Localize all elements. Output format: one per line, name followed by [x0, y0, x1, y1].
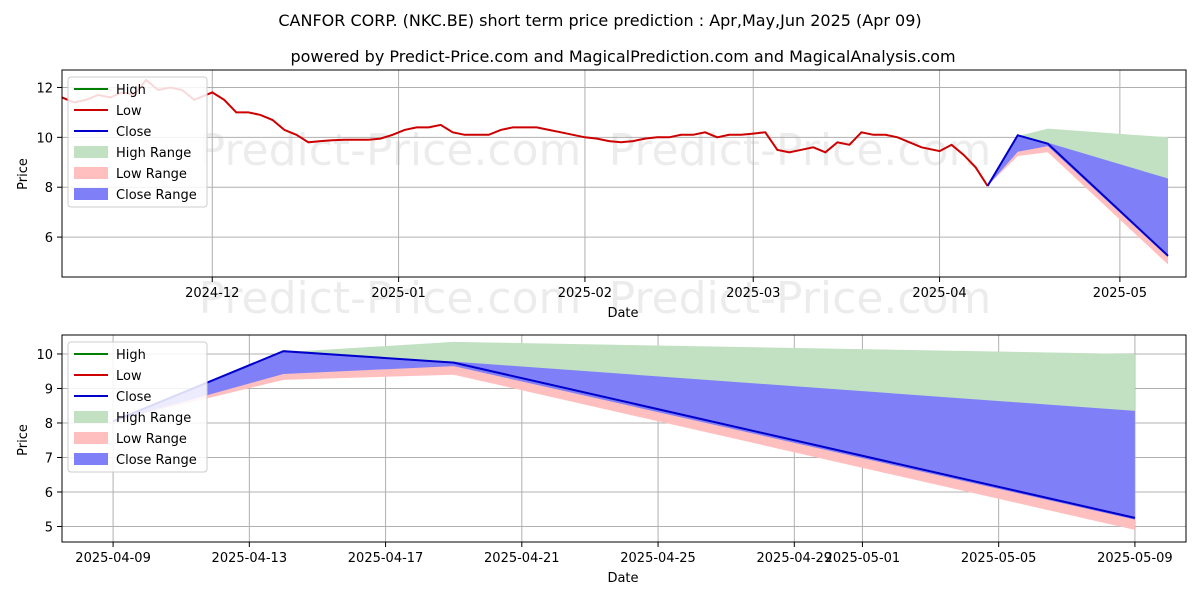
legend-close-range-label: Close Range — [116, 453, 197, 468]
legend-high-label: High — [116, 83, 146, 98]
y-tick-label: 10 — [36, 131, 53, 146]
legend-high-range-swatch — [74, 146, 108, 158]
bottom-axis-ticks: 2025-04-09 2025-04-13 2025-04-17 2025-04-21… — [36, 348, 1172, 566]
history-low-line — [61, 78, 989, 187]
legend-high-range-swatch — [74, 411, 108, 423]
legend-low-range-label: Low Range — [116, 432, 187, 447]
figure-title: CANFOR CORP. (NKC.BE) short term price p… — [278, 11, 921, 30]
bottom-x-axis-label: Date — [607, 571, 638, 586]
legend-high-label: High — [116, 348, 146, 363]
high-range-band — [113, 341, 1135, 518]
figure-subtitle: powered by Predict-Price.com and Magical… — [290, 47, 955, 66]
y-tick-label: 7 — [45, 451, 53, 466]
x-tick-label: 2024-12 — [185, 286, 239, 301]
watermark-text: Predict-Price.com — [199, 125, 582, 176]
x-tick-label: 2025-04-13 — [212, 551, 288, 566]
legend-close-range-label: Close Range — [116, 188, 197, 203]
close-range-band — [987, 136, 1168, 257]
legend-low-label: Low — [116, 369, 142, 384]
x-tick-label: 2025-01 — [371, 286, 425, 301]
x-tick-label: 2025-05-01 — [825, 551, 901, 566]
watermark-text: Predict-Price.com — [199, 273, 582, 324]
legend-close-label: Close — [116, 125, 151, 140]
x-tick-label: 2025-04-09 — [75, 551, 151, 566]
top-axis-ticks: 2024-12 2025-01 2025-02 2025-03 2025-04 2025-… — [36, 81, 1147, 301]
close-range-band — [113, 352, 1135, 520]
y-tick-label: 12 — [36, 81, 53, 96]
legend-low-range-swatch — [74, 432, 108, 444]
top-gridlines — [62, 70, 1186, 277]
top-plot-frame — [61, 69, 1187, 278]
legend-high-range-label: High Range — [116, 411, 191, 426]
bottom-prediction-chart: 2025-04-09 2025-04-13 2025-04-17 2025-04-21… — [16, 334, 1187, 586]
x-tick-label: 2025-04-21 — [484, 551, 560, 566]
top-y-axis-label: Price — [16, 158, 31, 190]
legend-high-range-label: High Range — [116, 146, 191, 161]
x-tick-label: 2025-05 — [1093, 286, 1147, 301]
y-tick-label: 6 — [45, 486, 53, 501]
x-tick-label: 2025-05-09 — [1097, 551, 1173, 566]
close-prediction-line — [986, 134, 1169, 257]
x-tick-label: 2025-02 — [558, 286, 612, 301]
top-x-axis-label: Date — [607, 306, 638, 321]
y-tick-label: 10 — [36, 348, 53, 363]
high-range-band — [987, 128, 1168, 256]
watermark-text: Predict-Price.com — [609, 273, 992, 324]
y-tick-label: 8 — [45, 181, 53, 196]
bottom-series — [112, 341, 1136, 530]
bottom-y-axis-label: Price — [16, 424, 31, 456]
legend-low-range-swatch — [74, 167, 108, 179]
y-tick-label: 9 — [45, 382, 53, 397]
x-tick-label: 2025-05-05 — [961, 551, 1037, 566]
bottom-legend: High Low Close High Range Low Range Close Ran… — [67, 341, 208, 473]
legend-close-range-swatch — [74, 188, 108, 200]
bottom-plot-frame — [61, 334, 1187, 543]
x-tick-label: 2025-04-17 — [348, 551, 424, 566]
y-tick-label: 8 — [45, 417, 53, 432]
x-tick-label: 2025-04-29 — [757, 551, 833, 566]
x-tick-label: 2025-04 — [912, 286, 966, 301]
x-tick-label: 2025-04-25 — [620, 551, 696, 566]
y-tick-label: 6 — [45, 231, 53, 246]
top-legend: High Low Close High Range Low Range Close Ran… — [67, 76, 208, 208]
x-tick-label: 2025-03 — [726, 286, 780, 301]
legend-close-range-swatch — [74, 453, 108, 465]
y-tick-label: 5 — [45, 520, 53, 535]
legend-low-range-label: Low Range — [116, 167, 187, 182]
legend-low-label: Low — [116, 104, 142, 119]
top-series — [61, 78, 1169, 265]
legend-close-label: Close — [116, 390, 151, 405]
top-price-chart: Predict-Price.com Predict-Price.com Pred… — [16, 69, 1187, 324]
